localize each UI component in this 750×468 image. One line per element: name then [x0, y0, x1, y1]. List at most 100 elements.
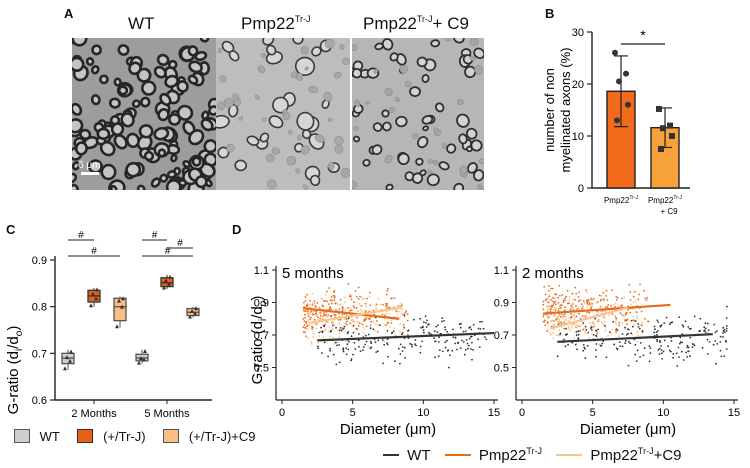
- scatter-point: [565, 295, 568, 298]
- scatter-point: [352, 305, 355, 307]
- scatter-point: [323, 315, 325, 317]
- axon-cross-section: [441, 143, 447, 149]
- scatter-point: [348, 340, 350, 343]
- regression-line: [543, 303, 671, 315]
- scatter-point: [331, 320, 334, 323]
- axon-cross-section: [199, 38, 210, 43]
- scatter-point: [550, 333, 552, 336]
- box-data-point: [95, 287, 99, 292]
- scatter-point: [546, 328, 549, 331]
- scatter-point: [317, 316, 320, 319]
- scatter-point: [396, 310, 399, 312]
- box-ylabel: G-ratio (di/do): [5, 326, 25, 415]
- scatter-point: [600, 344, 603, 347]
- scatter-point: [616, 296, 619, 299]
- scatter-point: [443, 320, 445, 322]
- scatter-point: [423, 321, 425, 324]
- scatter-point: [462, 330, 465, 333]
- scatter-point: [634, 310, 637, 313]
- scatter-point: [559, 304, 562, 306]
- scatter-point: [367, 333, 370, 336]
- scatter-point: [627, 328, 630, 331]
- box-data-point: [94, 296, 98, 301]
- scatter-point: [357, 325, 360, 327]
- scatter-point: [600, 310, 602, 313]
- scatter-point: [568, 295, 571, 298]
- scatter-point: [338, 332, 341, 335]
- scatter-point: [326, 290, 328, 293]
- scatter-point: [340, 329, 343, 332]
- scatter-point: [444, 341, 447, 344]
- scatter-point: [626, 318, 629, 321]
- scatter-point: [379, 303, 382, 306]
- scatter-point: [379, 324, 381, 326]
- scatter-point: [657, 349, 660, 351]
- axon-cross-section: [452, 38, 465, 44]
- axon-cross-section: [218, 47, 222, 53]
- axon-cross-section: [433, 127, 439, 133]
- axon-cross-section: [266, 44, 277, 56]
- scatter-point: [381, 339, 384, 341]
- scatter-point: [384, 323, 386, 326]
- axon-cross-section: [201, 110, 210, 121]
- axon-cross-section: [352, 44, 358, 51]
- scatter-point: [374, 341, 377, 343]
- scatter-point: [327, 303, 330, 305]
- scatter-point: [315, 327, 318, 330]
- scatter-point: [644, 297, 646, 300]
- scatter-point: [621, 314, 624, 316]
- scatter-point: [637, 323, 640, 325]
- axon-cross-section: [397, 152, 410, 166]
- legend-line-wt: [383, 454, 399, 456]
- axon-cross-section: [308, 86, 319, 94]
- axon-cross-section: [262, 38, 275, 46]
- legend-text-wt: WT: [407, 447, 431, 464]
- scatter-point: [319, 317, 322, 320]
- scatter-point: [330, 308, 332, 311]
- bar-x-tick-label-suffix: + C9: [660, 207, 678, 216]
- scatter-point: [632, 295, 635, 298]
- scatter-point: [611, 313, 614, 316]
- axon-cross-section: [100, 163, 117, 181]
- axon-cross-section: [259, 132, 270, 143]
- scatter-point: [557, 296, 559, 299]
- axon-cross-section: [474, 65, 484, 75]
- scatter-point: [357, 310, 359, 312]
- scatter-point: [377, 324, 380, 326]
- axon-cross-section: [165, 179, 182, 190]
- scatter-point: [589, 307, 592, 309]
- axon-cross-section: [150, 177, 161, 188]
- scatter-point: [625, 333, 628, 336]
- scatter-point: [554, 293, 557, 296]
- axon-cross-section: [72, 102, 83, 116]
- scatter-point: [609, 331, 611, 333]
- scatter-point: [589, 303, 591, 306]
- scatter-point: [306, 314, 309, 317]
- scatter-point: [333, 313, 336, 316]
- scatter-point: [679, 342, 681, 345]
- scatter-point: [715, 362, 717, 365]
- scatter-point: [370, 320, 373, 323]
- scatter-point: [601, 342, 604, 345]
- scatter-point: [351, 319, 354, 322]
- scatter-point: [393, 305, 395, 308]
- scatter-point: [681, 341, 684, 344]
- scatter-point: [653, 325, 656, 328]
- scatter-point: [399, 315, 402, 318]
- scatter-point: [576, 326, 578, 328]
- scatter-point: [336, 344, 338, 347]
- scatter-point: [484, 336, 486, 338]
- scatter-point: [546, 305, 549, 308]
- scatter-point: [369, 291, 371, 294]
- scatter-point: [575, 292, 578, 295]
- scatter-point: [365, 340, 368, 343]
- scatter-point: [584, 332, 586, 334]
- axon-cross-section: [128, 61, 142, 76]
- scatter-point: [583, 327, 585, 330]
- scatter-point: [618, 324, 621, 327]
- scatter-point: [364, 317, 367, 319]
- scatter-point: [433, 337, 435, 340]
- legend-label-trj: (+/Tr-J): [103, 429, 146, 444]
- scatter-point: [660, 345, 662, 347]
- scatter-point: [598, 343, 600, 346]
